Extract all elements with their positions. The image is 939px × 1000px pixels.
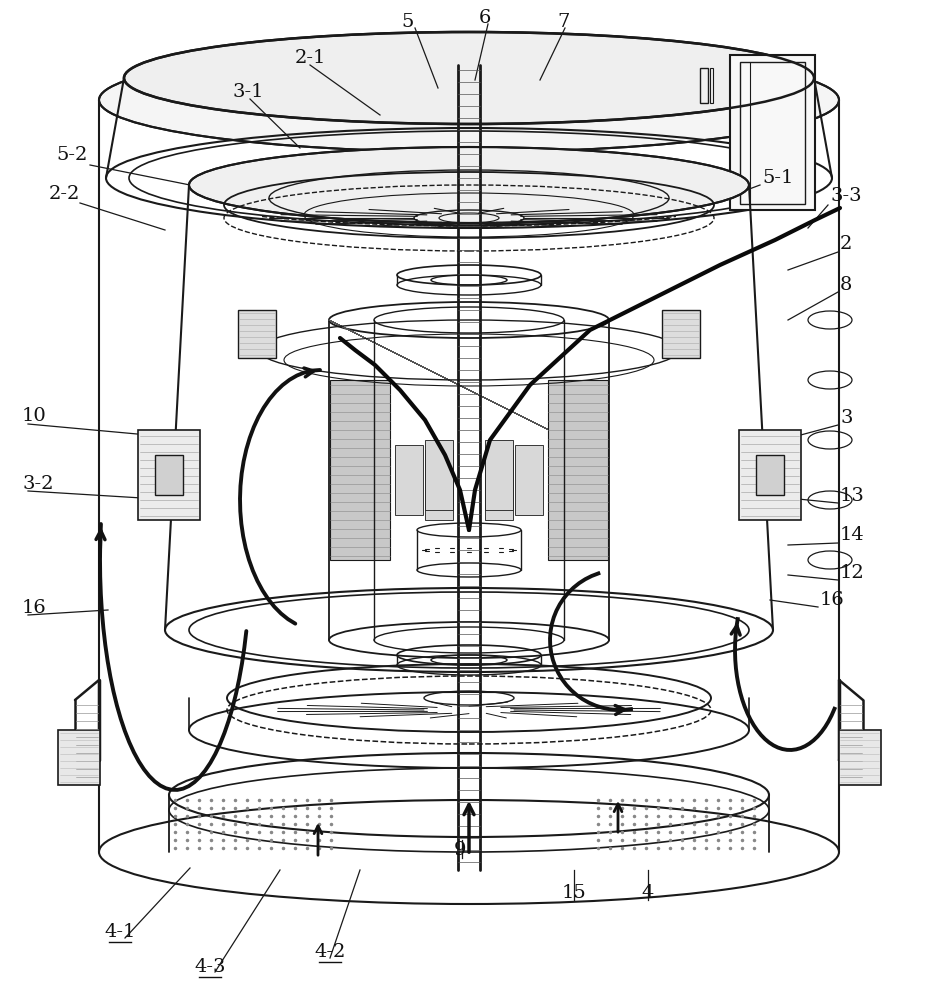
Text: 7: 7 (558, 13, 570, 31)
Ellipse shape (189, 147, 749, 223)
Bar (238, 310, 276, 358)
Polygon shape (425, 450, 453, 520)
Bar (730, 55, 815, 210)
Text: 6: 6 (479, 9, 491, 27)
Polygon shape (425, 440, 453, 510)
Text: 4-1: 4-1 (104, 923, 136, 941)
Text: 3-2: 3-2 (22, 475, 54, 493)
Ellipse shape (124, 32, 814, 124)
Bar (58, 730, 100, 785)
Bar (710, 68, 713, 103)
Text: 5: 5 (402, 13, 414, 31)
Bar (739, 430, 801, 520)
Text: 2-2: 2-2 (48, 185, 80, 203)
Text: 3-3: 3-3 (830, 187, 862, 205)
Text: 16: 16 (22, 599, 47, 617)
Text: 5-2: 5-2 (56, 146, 87, 164)
Bar (155, 455, 183, 495)
Bar (700, 68, 708, 103)
Text: 3-1: 3-1 (232, 83, 264, 101)
Text: 4-2: 4-2 (315, 943, 346, 961)
Polygon shape (515, 445, 543, 515)
Text: 13: 13 (840, 487, 865, 505)
Text: 15: 15 (562, 884, 586, 902)
Ellipse shape (99, 48, 839, 152)
Text: 2-1: 2-1 (294, 49, 326, 67)
Text: 4-3: 4-3 (194, 958, 225, 976)
Text: 16: 16 (820, 591, 845, 609)
Bar (756, 455, 784, 495)
Text: 9: 9 (454, 841, 467, 859)
Polygon shape (330, 380, 390, 560)
Text: 3: 3 (840, 409, 853, 427)
Bar (662, 310, 700, 358)
Text: 12: 12 (840, 564, 865, 582)
Text: 5-1: 5-1 (762, 169, 793, 187)
Bar (138, 430, 200, 520)
Polygon shape (485, 450, 513, 520)
Text: 10: 10 (22, 407, 47, 425)
Text: 2: 2 (840, 235, 853, 253)
Bar (839, 730, 881, 785)
Text: 14: 14 (840, 526, 865, 544)
Text: 4: 4 (642, 884, 654, 902)
Polygon shape (485, 440, 513, 510)
Polygon shape (548, 380, 608, 560)
Bar (740, 62, 805, 204)
Polygon shape (395, 445, 423, 515)
Text: 8: 8 (840, 276, 853, 294)
